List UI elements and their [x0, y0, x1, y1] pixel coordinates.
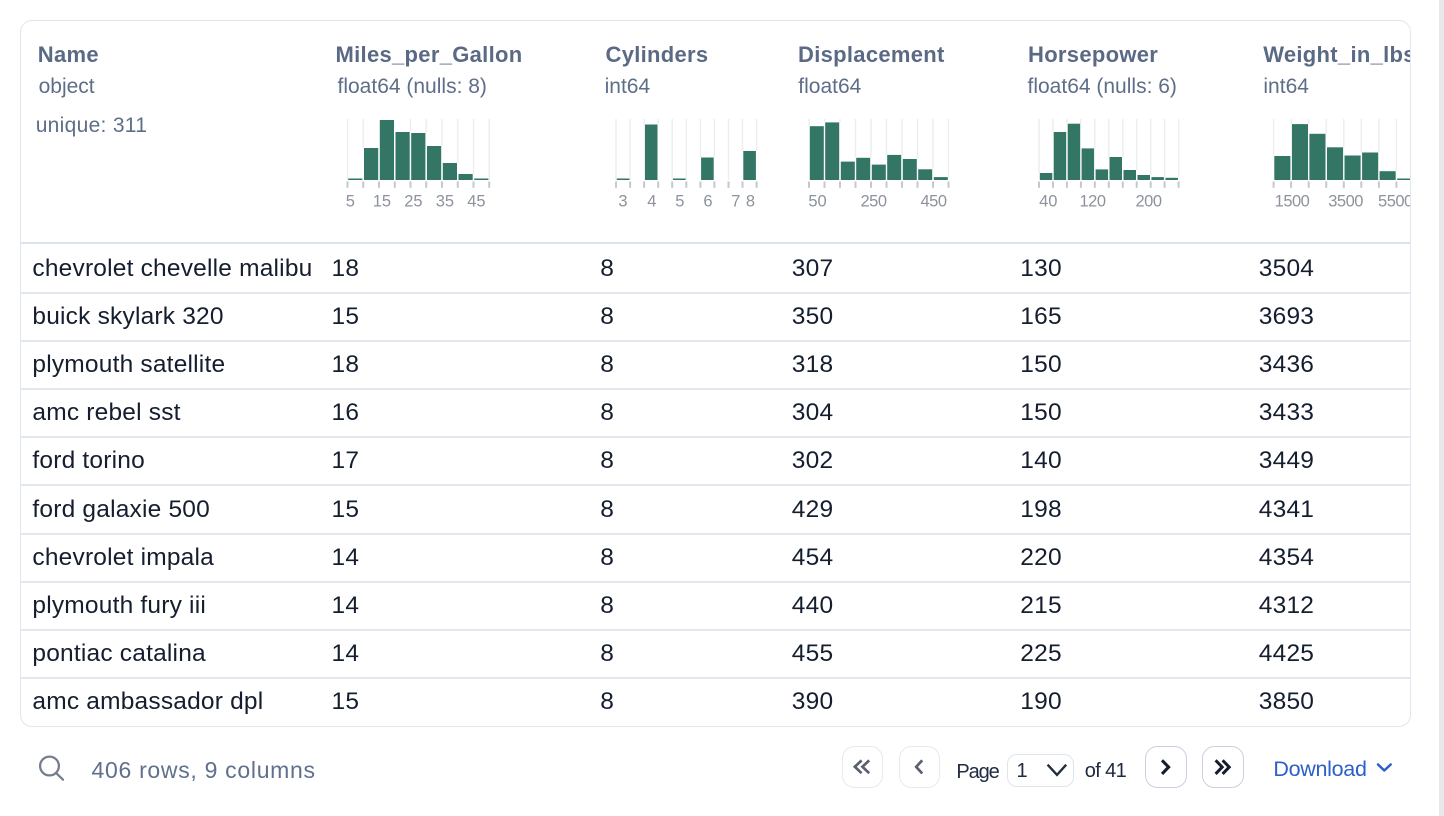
svg-text:45: 45 [468, 193, 486, 211]
svg-text:4: 4 [648, 193, 657, 211]
svg-text:15: 15 [373, 193, 391, 211]
svg-text:1500: 1500 [1275, 193, 1310, 211]
svg-text:3: 3 [619, 193, 628, 211]
svg-text:8: 8 [746, 193, 755, 211]
svg-text:450: 450 [921, 193, 947, 211]
svg-text:5500: 5500 [1378, 193, 1410, 211]
svg-text:35: 35 [436, 193, 454, 211]
svg-text:7: 7 [732, 193, 741, 211]
svg-text:250: 250 [861, 193, 887, 211]
svg-text:6: 6 [704, 193, 713, 211]
svg-text:3500: 3500 [1329, 193, 1364, 211]
svg-text:200: 200 [1136, 193, 1162, 211]
svg-text:40: 40 [1040, 193, 1058, 211]
svg-text:5: 5 [676, 193, 685, 211]
svg-text:50: 50 [809, 193, 827, 211]
svg-text:5: 5 [346, 193, 355, 211]
svg-text:120: 120 [1080, 193, 1106, 211]
svg-text:25: 25 [405, 193, 423, 211]
